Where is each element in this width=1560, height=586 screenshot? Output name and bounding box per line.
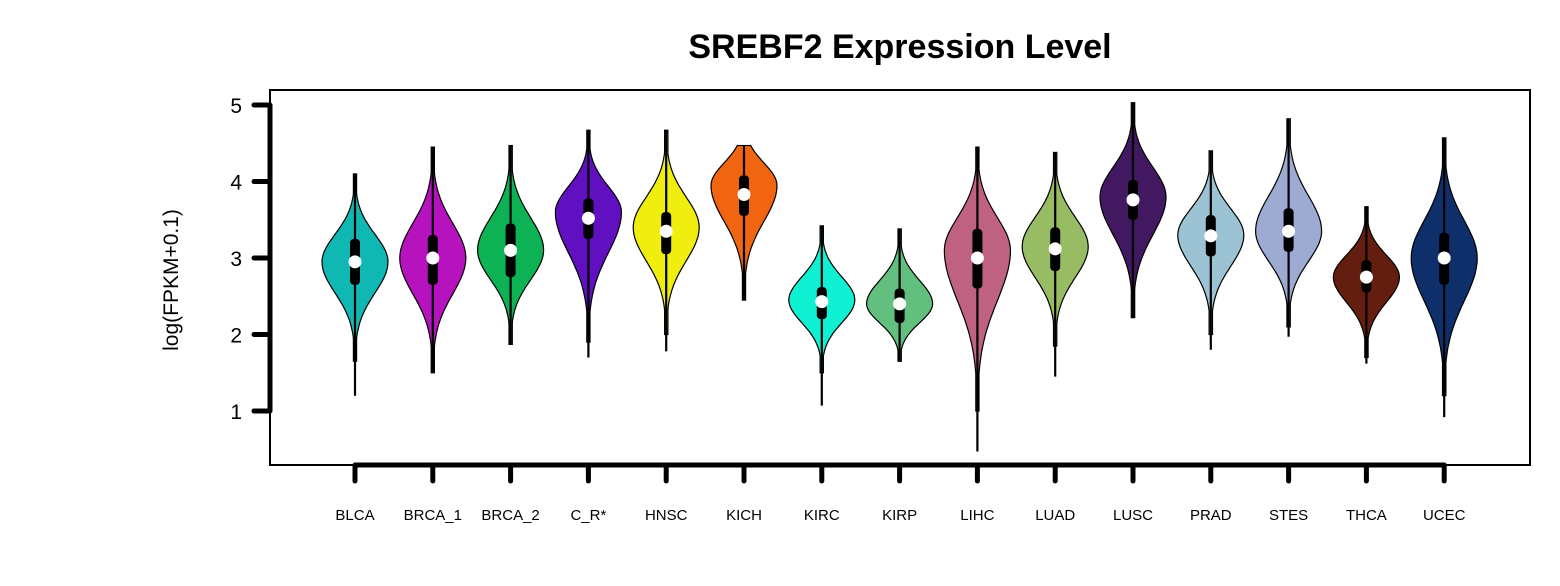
y-axis: 1 2 3 4 5 <box>230 95 273 424</box>
violin-median-point <box>815 295 829 309</box>
x-tick-label: PRAD <box>1190 507 1232 524</box>
violin-median-point <box>737 188 751 202</box>
x-tick-label: LUAD <box>1035 507 1075 524</box>
violin-kich <box>710 144 778 301</box>
x-axis: BLCA BRCA_1 BRCA_2 C_R* HNSC KICH KIRC KIRP LIHC… <box>335 462 1466 524</box>
violin-median-point <box>893 297 907 311</box>
x-tick-label: LIHC <box>960 507 994 524</box>
violin-median-point <box>1359 270 1373 284</box>
violin-median-point <box>504 243 518 257</box>
x-tick-label: HNSC <box>645 507 688 524</box>
violin-c-r- <box>554 129 623 358</box>
violin-hnsc <box>632 129 700 352</box>
violin-median-point <box>426 251 440 265</box>
violin-median-point <box>1048 242 1062 256</box>
violin-median-point <box>1204 229 1218 243</box>
violin-median-point <box>1126 193 1140 207</box>
chart-title: SREBF2 Expression Level <box>688 28 1111 66</box>
violin-kirc <box>788 225 856 406</box>
violin-median-point <box>1282 224 1296 238</box>
violin-kirp <box>866 228 934 362</box>
violin-brca-1 <box>399 146 467 374</box>
x-tick-label: C_R* <box>570 507 606 524</box>
x-tick-label: BRCA_2 <box>481 507 539 524</box>
y-tick-label: 5 <box>230 95 242 118</box>
violin-stes <box>1254 118 1323 337</box>
violin-prad <box>1177 150 1245 350</box>
x-tick-label: KIRC <box>804 507 840 524</box>
x-tick-label: BLCA <box>335 507 374 524</box>
y-tick-label: 3 <box>230 248 242 271</box>
x-tick-label: THCA <box>1346 507 1387 524</box>
violin-median-point <box>1437 251 1451 265</box>
violin-median-point <box>970 251 984 265</box>
y-axis-label: log(FPKM+0.1) <box>160 209 183 351</box>
violin-median-point <box>581 211 595 225</box>
violin-brca-2 <box>476 144 545 346</box>
violins <box>321 102 1478 452</box>
violin-lihc <box>943 146 1011 452</box>
x-tick-label: BRCA_1 <box>404 507 462 524</box>
y-tick-label: 1 <box>230 401 242 424</box>
x-tick-label: STES <box>1269 507 1308 524</box>
violin-lusc <box>1099 102 1167 319</box>
violin-thca <box>1332 206 1401 364</box>
y-tick-label: 4 <box>230 172 242 195</box>
violin-ucec <box>1410 137 1478 418</box>
x-tick-label: UCEC <box>1423 507 1466 524</box>
violin-median-point <box>348 255 362 269</box>
x-tick-label: KIRP <box>882 507 917 524</box>
x-tick-label: LUSC <box>1113 507 1153 524</box>
violin-luad <box>1021 151 1089 377</box>
violin-median-point <box>659 224 673 238</box>
y-tick-label: 2 <box>230 325 242 348</box>
violin-blca <box>321 173 389 396</box>
x-tick-label: KICH <box>726 507 762 524</box>
